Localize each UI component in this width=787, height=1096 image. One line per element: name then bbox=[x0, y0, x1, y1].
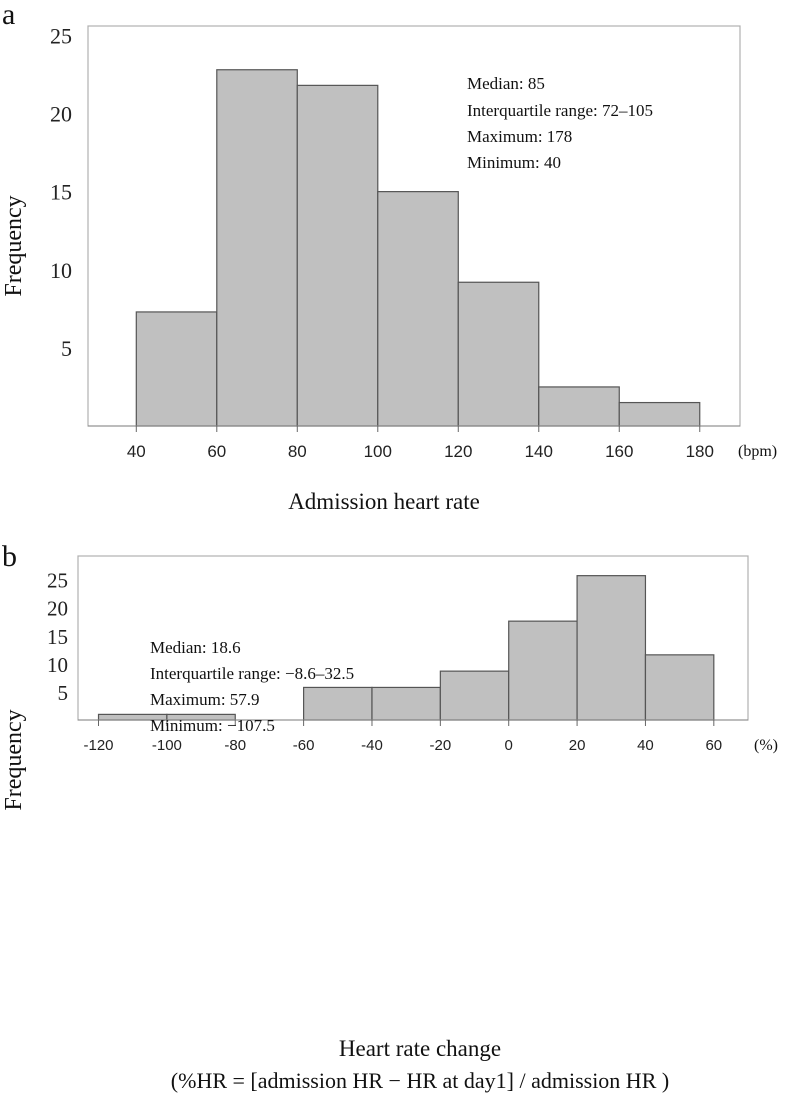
panel-b-x-tick-label-5: -20 bbox=[430, 737, 452, 754]
panel-a-bar-1 bbox=[216, 69, 298, 427]
panel-b-label: b bbox=[2, 540, 17, 573]
panel-b-bar-3 bbox=[303, 686, 373, 721]
panel-a-y-tick-label-0: 5 bbox=[61, 336, 72, 361]
panel-a-bar-6 bbox=[618, 401, 701, 427]
panel-b-stat-maximum: Maximum: 57.9 bbox=[150, 690, 260, 709]
panel-b-x-unit: (%) bbox=[754, 737, 778, 754]
panel-a-stat-minimum: Minimum: 40 bbox=[467, 153, 561, 172]
panel-a-x-tick-label-7: 180 bbox=[686, 442, 714, 461]
panel-a-bar-4 bbox=[457, 281, 540, 427]
panel-b-stat-median: Median: 18.6 bbox=[150, 638, 241, 657]
panel-a-x-tick-label-1: 60 bbox=[207, 442, 226, 461]
panel-b-y-tick-label-0: 5 bbox=[58, 681, 69, 705]
panel-b-x-tick-label-8: 40 bbox=[637, 737, 654, 754]
panel-b-x-tick-label-3: -60 bbox=[293, 737, 315, 754]
panel-a-y-tick-label-3: 20 bbox=[50, 102, 72, 127]
panel-a-x-ticks: 40 60 80 100 120 140 160 180 bbox=[127, 426, 714, 461]
panel-b-x-tick-label-4: -40 bbox=[361, 737, 383, 754]
panel-b-bar-6 bbox=[508, 620, 578, 721]
panel-b-bar-7 bbox=[576, 575, 647, 721]
panel-b-y-ticks: 5 10 15 20 25 bbox=[47, 569, 68, 705]
panel-b-x-tick-label-7: 20 bbox=[569, 737, 586, 754]
panel-a-x-tick-label-3: 100 bbox=[364, 442, 392, 461]
panel-b-x-tick-label-0: -120 bbox=[83, 737, 113, 754]
panel-a-y-axis-label: Frequency bbox=[1, 195, 27, 296]
panel-b-bar-5 bbox=[439, 670, 510, 721]
panel-a-x-tick-label-0: 40 bbox=[127, 442, 146, 461]
panel-a-bar-3 bbox=[377, 191, 459, 427]
panel-b-bars bbox=[78, 575, 748, 721]
panel-b-y-tick-label-1: 10 bbox=[47, 653, 68, 677]
panel-b-x-axis-label: Heart rate change bbox=[339, 1036, 501, 1061]
panel-a-y-ticks: 5 10 15 20 25 bbox=[50, 23, 72, 361]
panel-b-x-tick-label-6: 0 bbox=[505, 737, 513, 754]
panel-a-bar-0 bbox=[135, 311, 218, 427]
panel-b-stat-iqr: Interquartile range: −8.6–32.5 bbox=[150, 664, 354, 683]
panel-b-histogram: b -120 -100 -80 -60 -40 -20 0 20 40 60 510152025 … bbox=[1, 540, 778, 1093]
panel-a-x-unit: (bpm) bbox=[738, 443, 777, 460]
panel-a-stat-maximum: Maximum: 178 bbox=[467, 127, 572, 146]
panel-a-x-tick-label-6: 160 bbox=[605, 442, 633, 461]
panel-a-bars bbox=[88, 69, 740, 427]
panel-a-stat-iqr: Interquartile range: 72–105 bbox=[467, 101, 653, 120]
panel-b-x-tick-label-1: -100 bbox=[152, 737, 182, 754]
panel-b-x-tick-label-9: 60 bbox=[705, 737, 722, 754]
panel-b-y-tick-label-2: 15 bbox=[47, 625, 68, 649]
panel-b-bar-8 bbox=[644, 654, 715, 721]
panel-a-bar-5 bbox=[538, 386, 620, 427]
panel-a-y-tick-label-1: 10 bbox=[50, 258, 72, 283]
panel-a-x-tick-label-4: 120 bbox=[444, 442, 472, 461]
panel-a-y-tick-label-4: 25 bbox=[50, 23, 72, 48]
panel-b-x-axis-formula: (%HR = [admission HR − HR at day1] / adm… bbox=[171, 1068, 669, 1093]
panel-b-y-axis-label: Frequency bbox=[1, 709, 27, 810]
panel-a-bar-2 bbox=[296, 84, 379, 427]
panel-b-x-ticks: -120 -100 -80 -60 -40 -20 0 20 40 60 bbox=[83, 720, 722, 754]
panel-b-bar-4 bbox=[371, 686, 441, 721]
panel-a-x-tick-label-5: 140 bbox=[525, 442, 553, 461]
panel-b-x-tick-label-2: -80 bbox=[224, 737, 246, 754]
panel-a-stats-annotation: Median: 85 Interquartile range: 72–105 M… bbox=[467, 74, 653, 172]
panel-a-y-tick-label-2: 15 bbox=[50, 180, 72, 205]
panel-b-y-tick-label-3: 20 bbox=[47, 597, 68, 621]
panel-b-stats-annotation: Median: 18.6 Interquartile range: −8.6–3… bbox=[150, 638, 354, 735]
panel-a-label: a bbox=[2, 0, 15, 31]
panel-a-x-axis-label: Admission heart rate bbox=[288, 489, 480, 514]
panel-a-x-tick-label-2: 80 bbox=[288, 442, 307, 461]
panel-a-stat-median: Median: 85 bbox=[467, 74, 545, 93]
panel-b-stat-minimum: Minimum: −107.5 bbox=[150, 716, 275, 735]
panel-b-y-tick-label-4: 25 bbox=[47, 569, 68, 593]
